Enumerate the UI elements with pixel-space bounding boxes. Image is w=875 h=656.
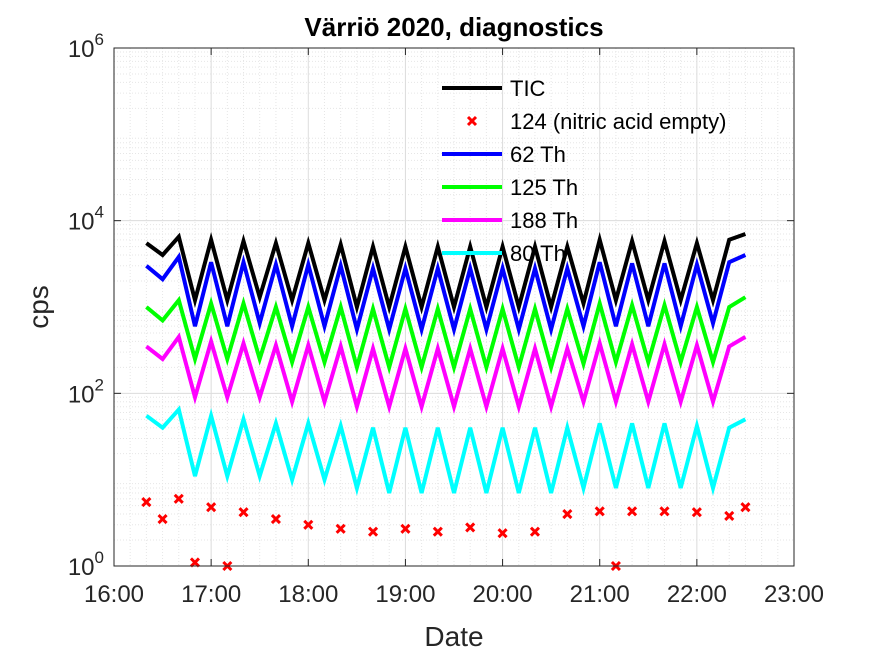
legend-80-th: 80 Th <box>442 241 566 266</box>
x-tick-label: 23:00 <box>764 581 824 608</box>
series-80-th-line <box>145 405 747 496</box>
legend-label: TIC <box>510 76 546 101</box>
y-axis-label: cps <box>23 285 54 329</box>
x-tick-label: 19:00 <box>375 581 435 608</box>
legend: TIC 124 (nitric acid empty) 62 Th 125 Th 188… <box>442 76 726 266</box>
legend-125-th: 125 Th <box>442 175 578 200</box>
legend-62-th: 62 Th <box>442 142 566 167</box>
data-point <box>497 528 508 539</box>
x-tick-labels: 16:00 17:00 18:00 19:00 20:00 21:00 22:00 23:00 <box>84 581 824 608</box>
data-point <box>740 502 751 513</box>
data-point <box>238 507 249 518</box>
legend-label: 188 Th <box>510 208 578 233</box>
y-tick-label: 106 <box>68 30 104 63</box>
data-point <box>400 523 411 534</box>
y-tick-exponent: 4 <box>95 203 104 222</box>
data-point <box>189 557 201 568</box>
data-point <box>173 493 184 504</box>
y-tick-base: 10 <box>68 209 95 236</box>
data-point <box>270 513 281 525</box>
legend-124-nitric-acid-empty: 124 (nitric acid empty) <box>466 109 726 134</box>
y-tick-exponent: 6 <box>95 30 104 49</box>
x-tick-label: 17:00 <box>181 581 241 608</box>
data-point <box>691 507 702 518</box>
y-tick-exponent: 2 <box>95 375 104 394</box>
series-125-th-line <box>145 295 747 375</box>
x-tick-label: 20:00 <box>473 581 533 608</box>
legend-label: 124 (nitric acid empty) <box>510 109 726 134</box>
plot-frame <box>113 47 795 567</box>
x-tick-label: 21:00 <box>570 581 630 608</box>
data-point <box>157 513 168 525</box>
data-point <box>659 506 670 517</box>
data-point <box>141 497 152 508</box>
y-tick-base: 10 <box>68 554 95 581</box>
y-tick-label: 100 <box>68 548 104 581</box>
data-point <box>724 510 735 522</box>
x-tick-label: 22:00 <box>667 581 727 608</box>
data-point <box>335 523 346 534</box>
data-point <box>465 522 476 533</box>
data-point <box>627 506 638 517</box>
x-axis-label: Date <box>424 621 483 652</box>
x-tick-label: 18:00 <box>278 581 338 608</box>
data-point <box>562 508 573 520</box>
legend-label: 62 Th <box>510 142 566 167</box>
data-point <box>594 506 605 517</box>
tick-marks <box>113 47 795 567</box>
data-point <box>303 519 314 530</box>
legend-swatch <box>466 115 478 127</box>
y-tick-base: 10 <box>68 36 95 63</box>
y-tick-label: 104 <box>68 203 104 236</box>
chart-title: Värriö 2020, diagnostics <box>304 12 603 42</box>
series-tic-line <box>145 231 747 315</box>
series-188-th-line <box>145 332 747 415</box>
legend-tic: TIC <box>442 76 546 101</box>
x-tick-label: 16:00 <box>84 581 144 608</box>
data-point <box>432 526 443 537</box>
legend-label: 80 Th <box>510 241 566 266</box>
y-tick-base: 10 <box>68 381 95 408</box>
y-tick-exponent: 0 <box>95 548 104 567</box>
series-layer <box>141 231 751 572</box>
series-62-th-line <box>145 252 747 338</box>
legend-label: 125 Th <box>510 175 578 200</box>
data-point <box>367 526 379 537</box>
legend-188-th: 188 Th <box>442 208 578 233</box>
y-tick-label: 102 <box>68 375 104 408</box>
data-point <box>206 502 217 513</box>
data-point <box>529 526 541 537</box>
